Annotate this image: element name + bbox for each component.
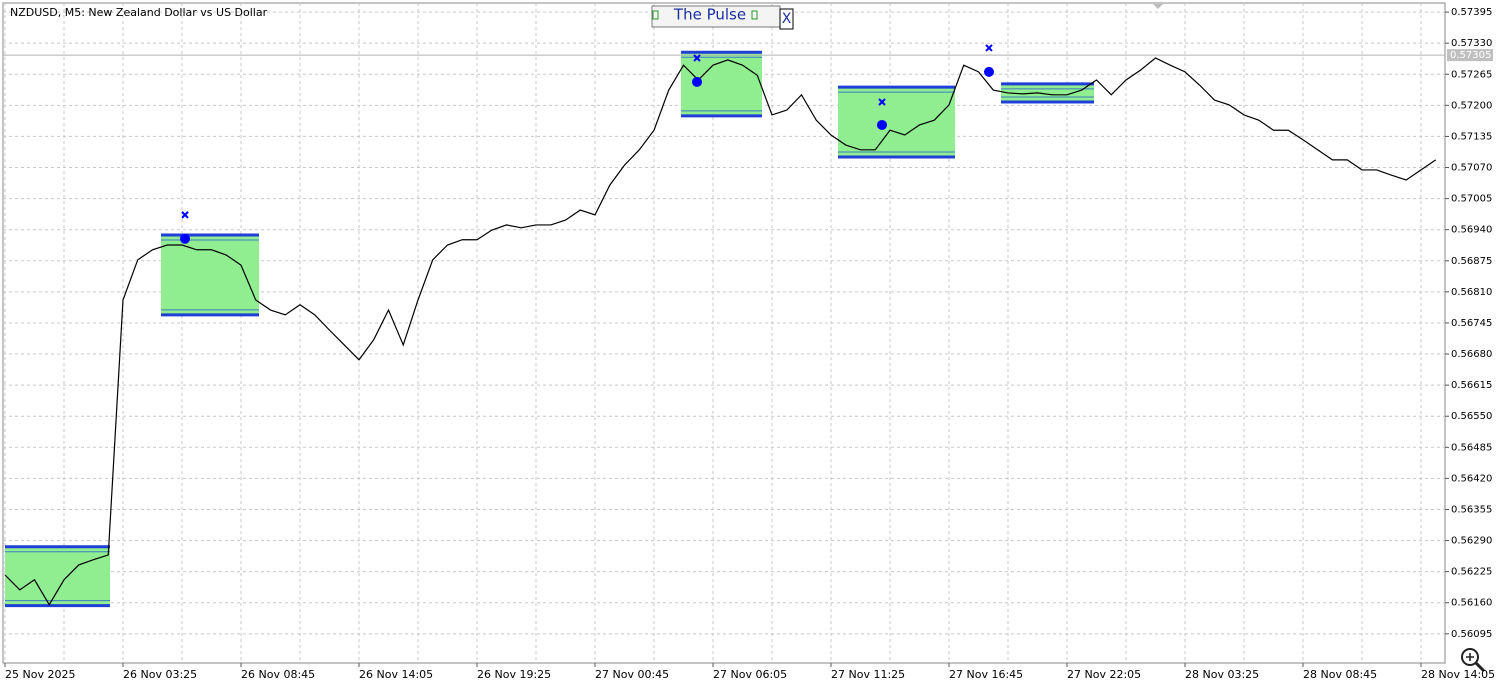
x-tick-label: 27 Nov 11:25 — [831, 668, 905, 681]
y-tick-label: 0.56160 — [1451, 598, 1492, 609]
x-tick-label: 27 Nov 06:05 — [713, 668, 787, 681]
x-tick-label: 27 Nov 22:05 — [1067, 668, 1141, 681]
signal-cross — [985, 44, 993, 52]
y-tick-label: 0.56680 — [1451, 349, 1492, 360]
x-tick-label: 27 Nov 00:45 — [595, 668, 669, 681]
y-tick-label: 0.57200 — [1451, 100, 1492, 111]
signal-dot — [692, 76, 702, 87]
signal-dot — [877, 119, 887, 130]
y-tick-label: 0.56875 — [1451, 256, 1492, 267]
panel-title: The Pulse — [673, 6, 746, 24]
y-tick-label: 0.56615 — [1451, 380, 1492, 391]
x-tick-label: 28 Nov 08:45 — [1303, 668, 1377, 681]
shift-marker — [1153, 4, 1163, 9]
signal-dot — [180, 233, 190, 244]
y-tick-label: 0.56355 — [1451, 504, 1492, 515]
zoom-icon[interactable] — [1461, 648, 1486, 673]
y-tick-label: 0.57135 — [1451, 131, 1492, 142]
x-tick-label: 26 Nov 08:45 — [241, 668, 315, 681]
signal-cross — [693, 54, 701, 62]
zone — [161, 234, 259, 315]
current-price-box — [1447, 49, 1493, 62]
x-tick-label: 28 Nov 14:05 — [1421, 668, 1495, 681]
zone — [5, 546, 110, 606]
panel-icon — [751, 10, 758, 20]
y-tick-label: 0.56810 — [1451, 287, 1492, 298]
zone — [838, 87, 955, 157]
close-label[interactable]: X — [782, 11, 792, 27]
y-tick-label: 0.56095 — [1451, 629, 1492, 640]
zoom-handle[interactable] — [1474, 661, 1486, 673]
x-tick-label: 26 Nov 03:25 — [123, 668, 197, 681]
chart-title: NZDUSD, M5: New Zealand Dollar vs US Dol… — [10, 6, 268, 19]
plot-frame — [2, 2, 1446, 664]
y-tick-label: 0.56225 — [1451, 567, 1492, 578]
price-line — [4, 57, 1437, 606]
y-tick-label: 0.57070 — [1451, 163, 1492, 174]
x-tick-label: 26 Nov 19:25 — [477, 668, 551, 681]
panel-icon — [652, 10, 659, 20]
x-tick-label: 28 Nov 03:25 — [1185, 668, 1259, 681]
signal-dot — [984, 66, 994, 77]
x-tick-label: 25 Nov 2025 — [5, 668, 75, 681]
zoom-lens[interactable] — [1461, 648, 1479, 666]
y-tick-label: 0.57330 — [1451, 38, 1492, 49]
y-tick-label: 0.56940 — [1451, 225, 1492, 236]
y-tick-label: 0.56420 — [1451, 473, 1492, 484]
y-tick-label: 0.57265 — [1451, 69, 1492, 80]
signal-cross — [878, 98, 886, 106]
zoom-plus[interactable] — [1466, 653, 1474, 661]
current-price-label: 0.57305 — [1450, 50, 1491, 61]
y-tick-label: 0.57005 — [1451, 194, 1492, 205]
signal-cross — [181, 211, 189, 219]
y-tick-label: 0.56550 — [1451, 411, 1492, 422]
y-tick-label: 0.56290 — [1451, 536, 1492, 547]
y-tick-label: 0.56485 — [1451, 442, 1492, 453]
x-tick-label: 27 Nov 16:45 — [949, 668, 1023, 681]
close-button[interactable] — [779, 8, 794, 30]
x-tick-label: 26 Nov 14:05 — [359, 668, 433, 681]
plot-area — [3, 3, 1445, 663]
y-tick-label: 0.57395 — [1451, 7, 1492, 18]
y-tick-label: 0.56745 — [1451, 318, 1492, 329]
